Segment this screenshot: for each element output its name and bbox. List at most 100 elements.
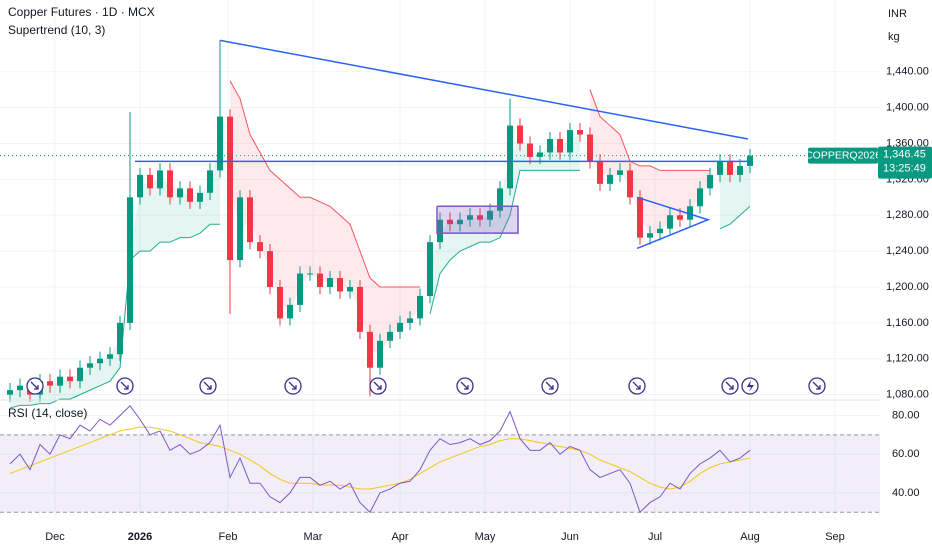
candle-body — [657, 228, 663, 234]
candle-body — [707, 174, 713, 189]
candle-body — [267, 251, 273, 287]
candle-body — [547, 139, 553, 153]
event-arrow — [203, 381, 212, 390]
candle-body — [7, 390, 13, 395]
chart-title: Copper Futures · 1D · MCX — [8, 5, 155, 19]
x-tick-label: Apr — [391, 531, 408, 543]
x-tick-label: Jul — [648, 531, 662, 543]
candle-body — [597, 161, 603, 184]
trend-drawing — [636, 196, 711, 250]
candle-body — [607, 174, 613, 184]
candle-body — [517, 125, 523, 144]
x-tick-label: Aug — [740, 531, 760, 543]
event-icon — [628, 377, 646, 395]
supertrend-line — [229, 80, 710, 288]
candle-body — [107, 354, 113, 359]
candle-body — [337, 278, 343, 292]
event-icon — [26, 377, 44, 395]
candle-body — [367, 331, 373, 368]
x-tick-label: 2026 — [128, 531, 152, 543]
candle-body — [627, 170, 633, 198]
candle-body — [617, 170, 623, 175]
event-arrow — [373, 381, 382, 390]
candle-body — [167, 170, 173, 198]
symbol-tag-text: COPPERQ2026 — [805, 149, 881, 161]
candle-body — [667, 215, 673, 229]
y-tick-label: 1,400.00 — [886, 102, 929, 114]
event-arrow — [460, 381, 469, 390]
candle-body — [237, 197, 243, 261]
candle-body — [647, 233, 653, 238]
supertrend-fill — [720, 160, 750, 229]
trend-drawing — [219, 39, 749, 140]
price-tag — [878, 146, 932, 179]
candle-body — [277, 286, 283, 319]
candle-body — [287, 304, 293, 319]
countdown-text: 13:25:49 — [883, 163, 926, 175]
y-tick-label: 1,280.00 — [886, 209, 929, 221]
candle-body — [297, 273, 303, 305]
x-tick-label: Jun — [561, 531, 579, 543]
x-tick-label: Feb — [219, 531, 238, 543]
candle-body — [127, 197, 133, 323]
candle-body — [247, 197, 253, 243]
candle-body — [67, 376, 73, 382]
candle-body — [347, 286, 353, 292]
supertrend-fill — [430, 132, 580, 314]
candle-body — [437, 219, 443, 243]
y-tick-label: 1,080.00 — [886, 389, 929, 401]
event-arrow — [288, 381, 297, 390]
event-arrow — [725, 381, 734, 390]
event-icon — [721, 377, 739, 395]
candle-body — [507, 125, 513, 189]
candle-body — [737, 165, 743, 175]
candle-body — [477, 215, 483, 220]
y-tick-label: 1,360.00 — [886, 137, 929, 149]
candle-body — [17, 385, 23, 391]
candle-body — [117, 322, 123, 355]
event-bolt — [747, 380, 754, 392]
candle-body — [557, 139, 563, 153]
y-tick-label: 1,440.00 — [886, 66, 929, 78]
event-arrow — [120, 381, 129, 390]
candle-body — [497, 188, 503, 211]
event-icon — [116, 377, 134, 395]
event-arrow — [545, 381, 554, 390]
event-icon — [199, 377, 217, 395]
rsi-band — [0, 434, 880, 513]
event-arrow — [30, 381, 39, 390]
candle-body — [377, 340, 383, 368]
rsi-label: RSI (14, close) — [8, 406, 87, 420]
candle-body — [577, 130, 583, 135]
candle-body — [717, 161, 723, 175]
candle-body — [537, 152, 543, 157]
event-icon — [456, 377, 474, 395]
candle-body — [217, 116, 223, 171]
candle-body — [157, 170, 163, 189]
x-tick-label: Mar — [304, 531, 323, 543]
candle-body — [317, 273, 323, 287]
y-tick-label: 1,240.00 — [886, 245, 929, 257]
candle-body — [197, 192, 203, 202]
candle-body — [187, 188, 193, 202]
candle-body — [227, 116, 233, 261]
candle-body — [177, 188, 183, 198]
price-tag-text: 1,346.45 — [883, 149, 926, 161]
candle-body — [87, 363, 93, 368]
trend-drawing — [436, 205, 519, 234]
y-tick-label: 1,120.00 — [886, 353, 929, 365]
candle-body — [447, 219, 453, 225]
x-tick-label: May — [475, 531, 496, 543]
rsi-line — [9, 405, 751, 514]
candle-body — [467, 215, 473, 220]
y-tick-label: 1,160.00 — [886, 317, 929, 329]
supertrend-line — [9, 169, 751, 409]
supertrend-fill — [590, 89, 710, 236]
candle-body — [417, 295, 423, 319]
candle-body — [677, 215, 683, 220]
candle-body — [457, 219, 463, 225]
event-icon — [284, 377, 302, 395]
overlay: Dec 2026 Feb Mar Apr May Jun Jul Aug Sep 1,440.00 1… — [26, 66, 932, 543]
candle-body — [257, 242, 263, 252]
